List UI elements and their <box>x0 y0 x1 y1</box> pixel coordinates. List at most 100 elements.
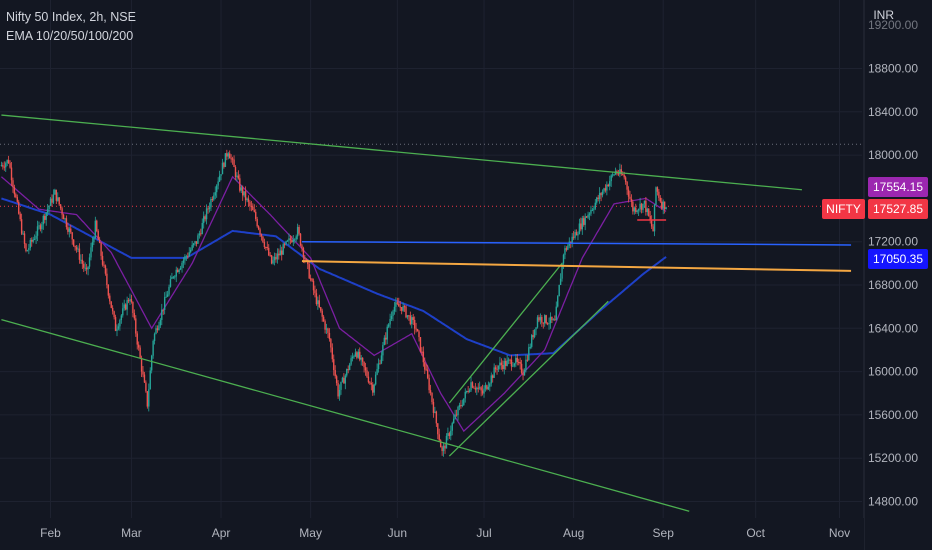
candle-body <box>346 369 348 376</box>
candle-body <box>405 306 407 318</box>
candle-body <box>601 191 604 196</box>
candle-body <box>526 359 529 361</box>
candle-body <box>409 315 412 325</box>
candle-body <box>493 367 495 378</box>
candle-body <box>311 278 313 281</box>
price-tag-17554.15 <box>868 177 928 197</box>
candle-body <box>500 362 503 366</box>
candle-body <box>390 315 393 319</box>
candle-body <box>312 280 315 291</box>
candle-body <box>444 445 446 449</box>
candle-body <box>301 245 303 249</box>
candle-body <box>278 253 280 256</box>
candle-body <box>226 153 228 157</box>
candle-body <box>64 218 66 220</box>
candle-body <box>338 389 341 397</box>
candle-body <box>428 377 430 391</box>
candle-body <box>396 302 399 304</box>
candle-body <box>57 197 59 201</box>
candle-body <box>61 208 63 215</box>
candle-body <box>200 233 202 235</box>
candle-body <box>455 414 458 416</box>
candle-body <box>296 226 299 237</box>
candle-body <box>263 242 266 248</box>
candle-body <box>163 297 166 310</box>
candle-body <box>382 344 384 356</box>
candle-body <box>353 356 355 358</box>
candle-body <box>145 382 147 392</box>
candle-body <box>231 158 234 160</box>
candle-body <box>520 363 523 373</box>
candle-body <box>635 207 637 212</box>
candle-body <box>114 317 117 331</box>
candle-body <box>153 333 156 341</box>
candle-body <box>392 311 394 316</box>
candle-body <box>213 195 215 200</box>
candle-body <box>149 370 151 390</box>
price-tick-label: 18000.00 <box>868 148 918 162</box>
candle-body <box>658 191 660 198</box>
candle-body <box>506 360 508 366</box>
candle-body <box>67 227 69 232</box>
candle-body <box>32 239 34 242</box>
candle-body <box>240 187 242 191</box>
candle-body <box>317 300 319 305</box>
price-tag-value: 17554.15 <box>873 180 923 194</box>
symbol-title[interactable]: Nifty 50 Index, 2h, NSE <box>6 10 136 24</box>
candle-body <box>480 387 482 391</box>
candle-body <box>551 316 553 321</box>
candle-body <box>247 198 250 202</box>
candle-body <box>259 229 261 235</box>
candle-body <box>94 220 97 238</box>
candle-body <box>663 201 666 210</box>
candle-body <box>100 243 102 256</box>
indicator-label[interactable]: EMA 10/20/50/100/200 <box>6 29 134 43</box>
candle-body <box>49 198 52 206</box>
candle-body <box>52 194 55 203</box>
candle-body <box>623 174 625 178</box>
candle-body <box>294 239 296 241</box>
candle-body <box>386 326 388 340</box>
candle-body <box>596 197 598 203</box>
symbol-tag <box>822 199 865 219</box>
candle-body <box>188 252 190 257</box>
candle-body <box>18 201 20 214</box>
candle-body <box>101 255 104 265</box>
candle-body <box>539 317 542 321</box>
candle-body <box>333 359 335 371</box>
candle-body <box>385 337 387 340</box>
candle-body <box>124 304 127 310</box>
candle-body <box>377 363 380 370</box>
candle-body <box>513 363 516 366</box>
candle-body <box>402 306 404 311</box>
candle-body <box>662 201 664 209</box>
candle-body <box>308 264 310 279</box>
candle-body <box>416 329 419 332</box>
candle-body <box>197 235 199 244</box>
candle-body <box>139 347 141 358</box>
candle-body <box>505 361 507 366</box>
candle-body <box>361 357 364 362</box>
candle-body <box>5 163 7 168</box>
candle-body <box>262 236 264 243</box>
candle-body <box>195 241 198 244</box>
candle-body <box>6 159 8 164</box>
candle-body <box>2 165 4 167</box>
candle-body <box>363 361 365 368</box>
candle-body <box>399 306 401 308</box>
candles <box>0 149 667 457</box>
candle-body <box>518 361 520 363</box>
candle-body <box>227 153 229 157</box>
candle-body <box>473 387 475 389</box>
candle-body <box>71 232 73 240</box>
candle-body <box>454 414 456 419</box>
candle-body <box>140 357 143 372</box>
candle-body <box>531 335 533 347</box>
candle-body <box>398 303 400 307</box>
candle-body <box>328 332 331 340</box>
candle-body <box>403 306 406 308</box>
candle-body <box>107 285 110 296</box>
candle-body <box>273 256 276 261</box>
